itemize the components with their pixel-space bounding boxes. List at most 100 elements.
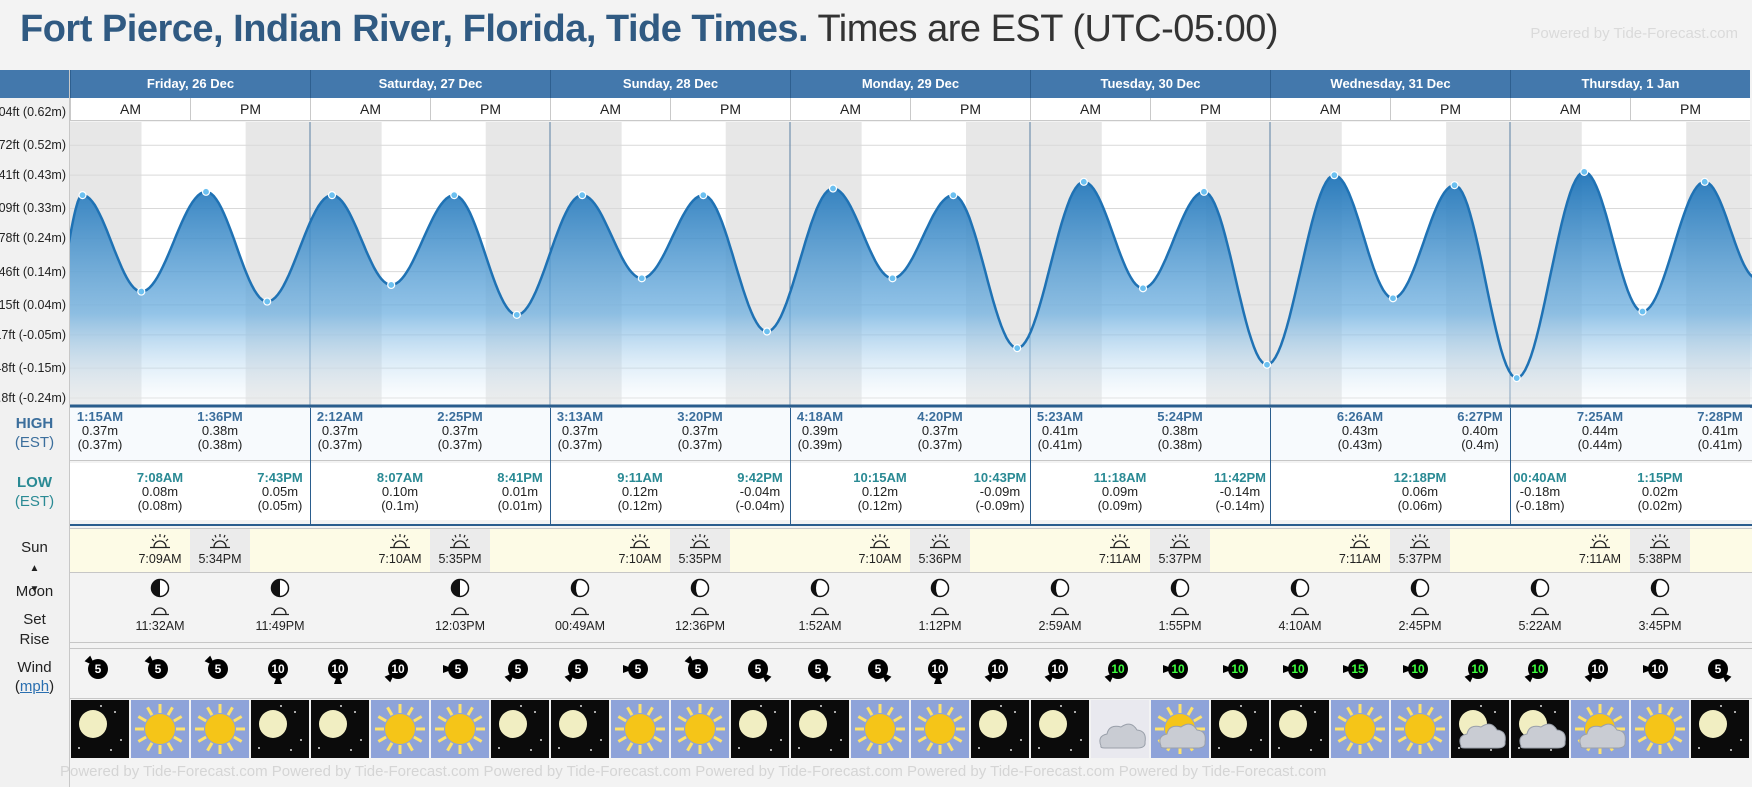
wind-indicator: 5 bbox=[550, 654, 610, 690]
wind-indicator: 5 bbox=[610, 654, 670, 690]
tide-time: 6:26AM bbox=[1336, 409, 1384, 424]
tide-height: 0.41m bbox=[1041, 423, 1079, 438]
tide-time: 1:36PM bbox=[197, 409, 243, 424]
moon-time: 1:12PM bbox=[918, 619, 962, 633]
tide-height-paren: (0.37m) bbox=[677, 437, 723, 452]
clear-night-moon-icon bbox=[71, 700, 129, 758]
tide-height: 0.10m bbox=[381, 484, 419, 499]
wind-speed: 5 bbox=[508, 659, 528, 679]
wind-indicator: 5 bbox=[130, 654, 190, 690]
waxing-gibbous-moon-icon bbox=[690, 578, 710, 598]
wind-speed: 5 bbox=[628, 659, 648, 679]
sunset-icon bbox=[1170, 534, 1190, 549]
first-quarter-moon-icon bbox=[450, 578, 470, 598]
weather-tile bbox=[191, 700, 249, 758]
sunrise-time: 7:11AM bbox=[1338, 552, 1382, 566]
tide-height-paren: (-0.09m) bbox=[975, 498, 1025, 513]
tide-height: 0.44m bbox=[1581, 423, 1619, 438]
tide-height: 0.38m bbox=[1161, 423, 1199, 438]
tide-area bbox=[70, 171, 1752, 408]
tide-extreme-point bbox=[1330, 171, 1339, 180]
wind-speed: 10 bbox=[1048, 659, 1068, 679]
row-divider bbox=[70, 572, 1752, 573]
high-row-label: HIGH (EST) bbox=[0, 414, 69, 452]
sunset-icon bbox=[690, 534, 710, 549]
sunny-icon bbox=[191, 700, 249, 758]
row-divider bbox=[70, 642, 1752, 643]
tide-extreme-point bbox=[699, 191, 708, 200]
sunrise-cell: 7:11AM bbox=[1090, 528, 1150, 572]
tide-time: 10:43PM bbox=[973, 470, 1027, 485]
moon-time: 1:55PM bbox=[1158, 619, 1202, 633]
sunset-icon bbox=[450, 534, 470, 549]
weather-tile bbox=[1151, 700, 1209, 758]
moonrise-icon bbox=[1651, 607, 1669, 616]
tide-extreme-point bbox=[327, 191, 337, 200]
sunset-icon bbox=[210, 534, 230, 549]
weather-tile bbox=[1091, 700, 1149, 758]
wind-unit-link[interactable]: mph bbox=[19, 678, 50, 695]
sunrise-icon bbox=[630, 534, 650, 549]
high-tz-label: (EST) bbox=[14, 434, 55, 451]
sunrise-time: 7:11AM bbox=[1578, 552, 1622, 566]
first-quarter-moon-icon bbox=[150, 578, 170, 598]
weather-tile bbox=[1511, 700, 1569, 758]
tide-extreme-point bbox=[387, 280, 396, 290]
tide-height-paren: (0.06m) bbox=[1397, 498, 1443, 513]
wind-row-label: Wind (mph) bbox=[14, 659, 55, 695]
clear-night-moon-icon bbox=[1211, 700, 1269, 758]
tide-extreme-point bbox=[201, 187, 211, 196]
tide-height: 0.40m bbox=[1461, 423, 1499, 438]
wind-speed: 5 bbox=[1708, 659, 1728, 679]
tide-time: 00:40AM bbox=[1513, 470, 1567, 485]
tide-height-paren: (0.02m) bbox=[1637, 498, 1683, 513]
am-label: AM bbox=[1270, 98, 1390, 121]
wind-speed: 15 bbox=[1348, 659, 1368, 679]
low-tide-entry: 8:41PM 0.01m (0.01m) bbox=[490, 471, 550, 513]
y-tick-label: 0.46ft (0.14m) bbox=[0, 264, 66, 279]
weather-tile bbox=[1691, 700, 1749, 758]
tide-height-paren: (0.37m) bbox=[317, 437, 363, 452]
tide-height: 0.02m bbox=[1641, 484, 1679, 499]
clear-night-moon-icon bbox=[731, 700, 789, 758]
moon-set-label: Set bbox=[23, 611, 46, 628]
tide-height: 0.37m bbox=[441, 423, 479, 438]
tide-height: 0.05m bbox=[261, 484, 299, 499]
wind-indicator: 5 bbox=[1690, 654, 1750, 690]
page-title: Fort Pierce, Indian River, Florida, Tide… bbox=[20, 8, 1278, 51]
low-tide-entry: 7:08AM 0.08m (0.08m) bbox=[130, 471, 190, 513]
wind-speed: 10 bbox=[1288, 659, 1308, 679]
sunny-icon bbox=[371, 700, 429, 758]
sunset-time: 5:35PM bbox=[678, 552, 722, 566]
wind-indicator: 5 bbox=[850, 654, 910, 690]
sunny-icon bbox=[1331, 700, 1389, 758]
row-divider bbox=[70, 698, 1752, 699]
high-row-band bbox=[70, 402, 1752, 461]
tide-time: 7:28PM bbox=[1697, 409, 1743, 424]
sunny-icon bbox=[911, 700, 969, 758]
wind-indicator: 10 bbox=[370, 654, 430, 690]
tide-extreme-point bbox=[1079, 177, 1088, 186]
sunrise-icon bbox=[390, 534, 410, 549]
row-divider bbox=[70, 460, 1752, 461]
waxing-gibbous-moon-icon bbox=[1050, 578, 1070, 598]
tide-chart bbox=[70, 122, 1752, 408]
low-tide-entry: 11:42PM -0.14m (-0.14m) bbox=[1210, 471, 1270, 513]
sunset-cell: 5:35PM bbox=[670, 528, 730, 572]
moon-row-label: Moon bbox=[15, 583, 54, 600]
wind-speed: 5 bbox=[808, 659, 828, 679]
moon-entry: 5:22AM bbox=[1510, 578, 1570, 640]
waxing-gibbous-moon-icon bbox=[810, 578, 830, 598]
cloudy-icon bbox=[1091, 700, 1149, 758]
day-header: Tuesday, 30 Dec bbox=[1030, 70, 1270, 98]
waxing-gibbous-moon-icon bbox=[1410, 578, 1430, 598]
clear-night-moon-icon bbox=[1271, 700, 1329, 758]
wind-speed: 10 bbox=[1648, 659, 1668, 679]
tide-height-paren: (-0.14m) bbox=[1215, 498, 1265, 513]
tide-extreme-point bbox=[578, 191, 587, 200]
clear-night-moon-icon bbox=[491, 700, 549, 758]
tide-extreme-point bbox=[1580, 167, 1589, 176]
wind-speed: 5 bbox=[148, 659, 168, 679]
tide-time: 6:27PM bbox=[1457, 409, 1503, 424]
sunny-icon bbox=[851, 700, 909, 758]
